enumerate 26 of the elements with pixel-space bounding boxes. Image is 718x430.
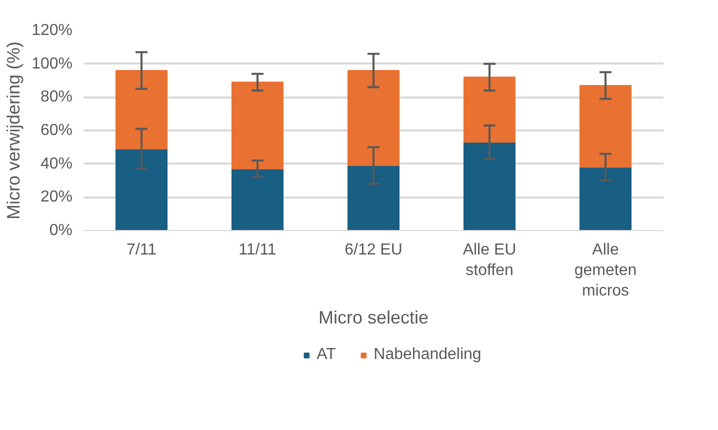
x-axis-title: Micro selectie [318,307,429,328]
bar [347,165,400,230]
y-axis-title: Micro verwijdering (%) [4,41,24,220]
x-tick-label: Alle gemeten micros [574,242,637,300]
y-tick-label: 20% [40,188,73,206]
bar [463,76,516,143]
legend-label: Nabehandeling [374,346,482,364]
bar [579,85,632,168]
y-tick-label: 120% [32,22,72,39]
y-tick-label: 0% [49,222,72,239]
x-tick-label: 6/12 EU [344,242,402,258]
y-tick-label: 40% [40,155,73,172]
bar [579,166,632,230]
bar [115,70,168,150]
x-tick-label: Alle EU stoffen [462,242,516,279]
y-tick-label: 100% [32,55,72,72]
x-tick-label: 11/11 [238,242,276,258]
legend-label: AT [316,346,337,364]
bar [347,70,400,166]
bar [231,82,284,170]
bar [231,168,284,230]
y-tick-label: 60% [40,122,73,139]
x-tick-label: 7/11 [126,242,157,258]
bar [463,142,516,230]
bar [115,148,168,230]
y-tick-label: 80% [40,88,73,106]
